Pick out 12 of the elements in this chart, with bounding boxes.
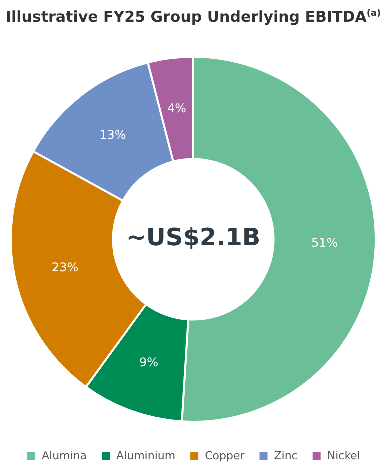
chart-title: Illustrative FY25 Group Underlying EBITDA$^{(a)}$ [4, 7, 382, 28]
data-label: 13% [100, 128, 126, 142]
data-label: 4% [168, 101, 187, 116]
legend-label: Alumina [42, 449, 88, 462]
legend-label: Copper [205, 449, 246, 462]
legend-label: Nickel [327, 449, 360, 462]
text: ~US$2.1B [126, 224, 261, 252]
data-label: 51% [312, 236, 338, 250]
data-label: 9% [139, 355, 159, 370]
legend-label: Zinc [274, 449, 298, 462]
legend-label: Aluminium [116, 449, 176, 462]
data-label: 23% [52, 260, 79, 274]
